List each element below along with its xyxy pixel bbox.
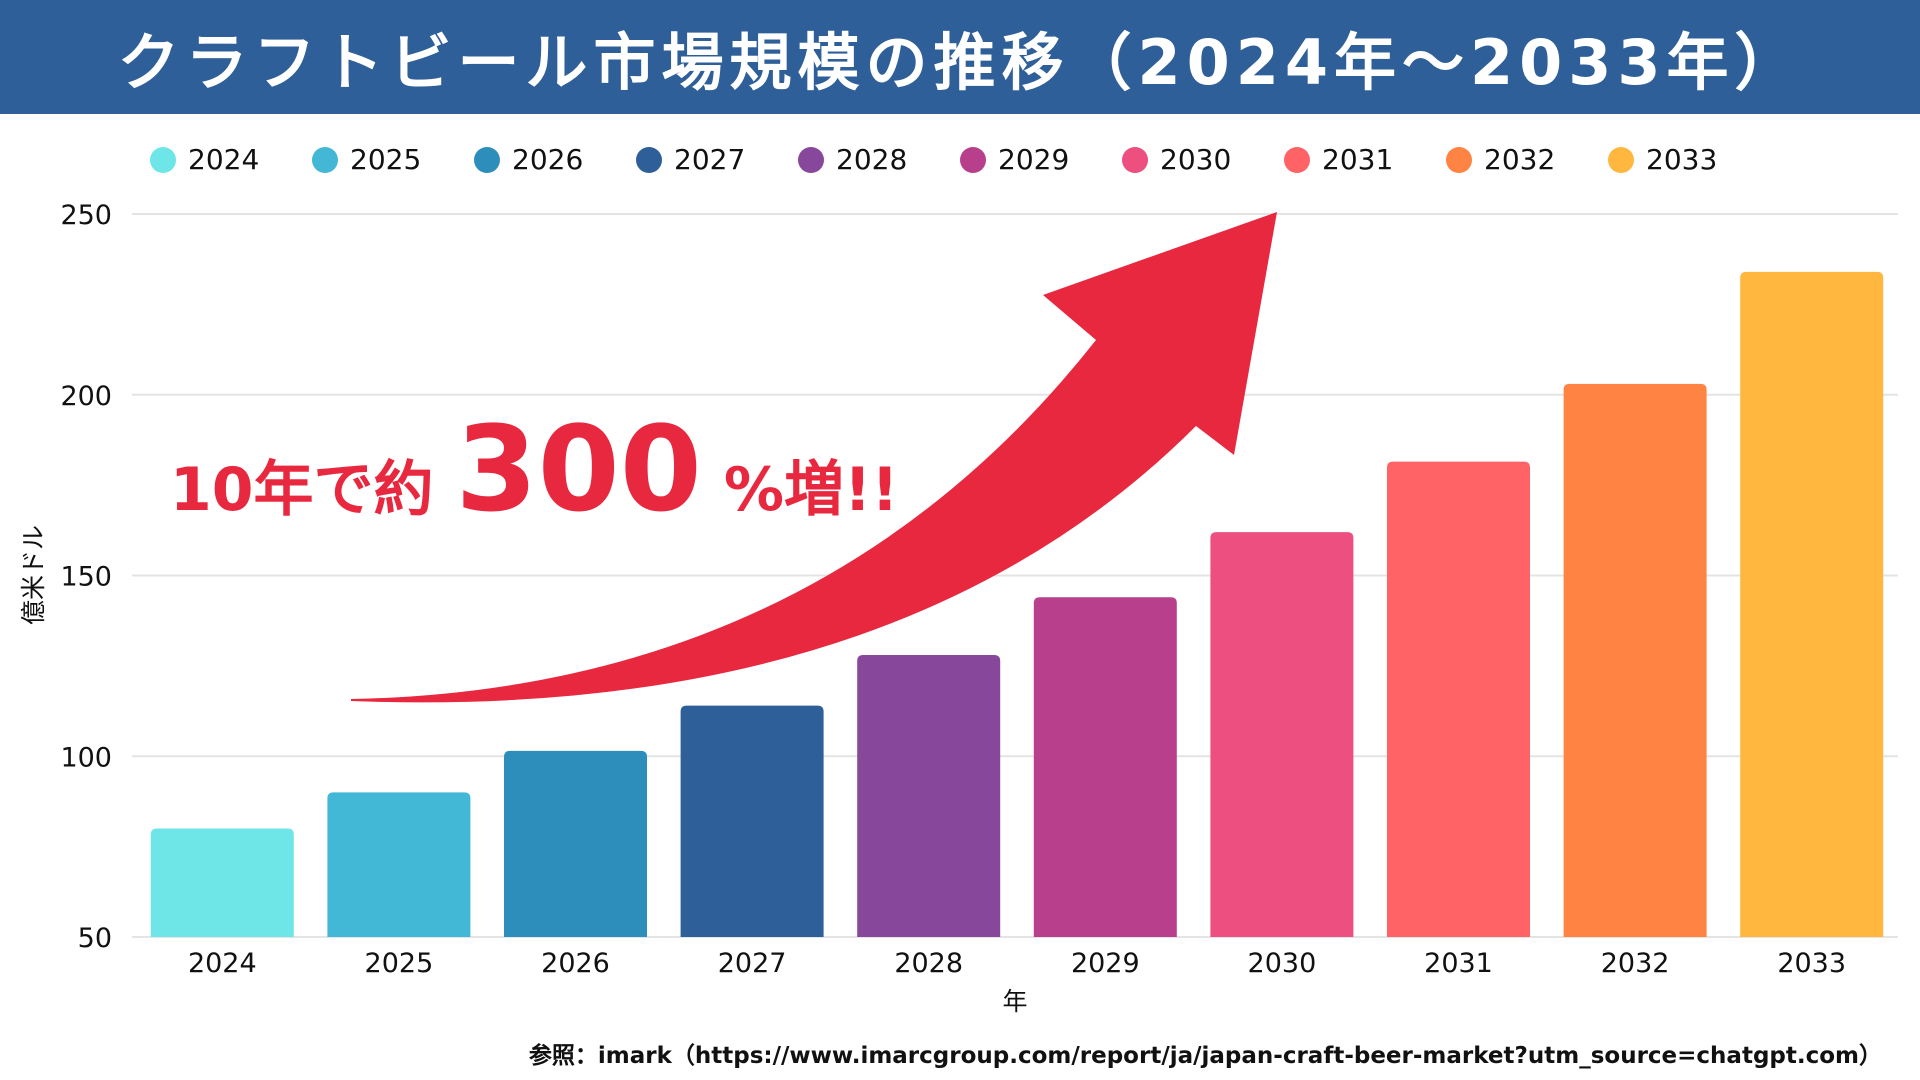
x-tick-label: 2025 [365,948,434,979]
legend-dot-icon [960,146,986,173]
bar-2025 [327,792,471,937]
x-tick-label: 2028 [894,948,963,979]
y-axis-label: 億米ドル [19,525,48,625]
bar-2030 [1210,532,1354,937]
x-tick-label: 2032 [1601,948,1670,979]
legend-label: 2027 [674,143,746,176]
legend-dot-icon [798,146,824,173]
y-tick-label: 250 [60,200,112,231]
legend-item-2024: 2024 [150,143,312,176]
legend-label: 2032 [1484,143,1556,176]
growth-arrow-icon [351,212,1277,703]
legend-dot-icon [1122,146,1148,173]
legend-label: 2025 [350,143,422,176]
y-tick-label: 50 [78,923,112,954]
x-tick-label: 2033 [1777,948,1846,979]
callout-number: 300 [455,400,702,538]
legend-label: 2029 [998,143,1070,176]
legend-item-2026: 2026 [474,143,636,176]
legend-dot-icon [1446,146,1472,173]
legend-label: 2028 [836,143,908,176]
legend-item-2032: 2032 [1446,143,1608,176]
legend-dot-icon [312,146,338,173]
callout-prefix: 10年で約 [170,455,434,525]
legend-dot-icon [1608,146,1634,173]
bar-2032 [1563,383,1707,937]
bar-2026 [504,750,647,937]
bar-2031 [1387,461,1530,937]
callout-suffix: %増!! [723,455,899,525]
legend-item-2033: 2033 [1608,143,1770,176]
legend-label: 2024 [188,143,260,176]
bar-2024 [150,828,294,937]
y-tick-label: 200 [60,381,112,412]
x-tick-label: 2024 [188,948,257,979]
x-tick-label: 2031 [1424,948,1493,979]
bar-2029 [1033,597,1177,937]
legend-dot-icon [474,146,500,173]
growth-callout: 10年で約 300 %増!! [170,400,899,538]
legend-item-2025: 2025 [312,143,474,176]
y-tick-label: 150 [60,562,112,593]
legend-item-2028: 2028 [798,143,960,176]
x-tick-label: 2030 [1248,948,1317,979]
legend-item-2030: 2030 [1122,143,1284,176]
y-tick-label: 100 [60,742,112,773]
bar-2028 [857,655,1001,937]
chart-title: クラフトビール市場規模の推移（2024年～2033年） [117,26,1803,99]
legend-dot-icon [150,146,176,173]
legend-dot-icon [1284,146,1310,173]
legend-label: 2031 [1322,143,1394,176]
legend-dot-icon [636,146,662,173]
x-axis-label: 年 [1002,987,1027,1016]
legend-item-2031: 2031 [1284,143,1446,176]
title-banner: クラフトビール市場規模の推移（2024年～2033年） [0,0,1920,114]
legend-label: 2033 [1646,143,1718,176]
legend-label: 2026 [512,143,584,176]
bar-2027 [680,705,824,937]
legend-item-2029: 2029 [960,143,1122,176]
legend: 2024 2025 2026 2027 2028 2029 2030 2031 2032 2033 [0,143,1920,176]
legend-label: 2030 [1160,143,1232,176]
bar-2033 [1740,271,1884,938]
source-citation: 参照：imark（https://www.imarcgroup.com/repo… [528,1043,1882,1069]
x-tick-label: 2027 [718,948,787,979]
legend-item-2027: 2027 [636,143,798,176]
x-tick-label: 2026 [541,948,610,979]
x-tick-label: 2029 [1071,948,1140,979]
